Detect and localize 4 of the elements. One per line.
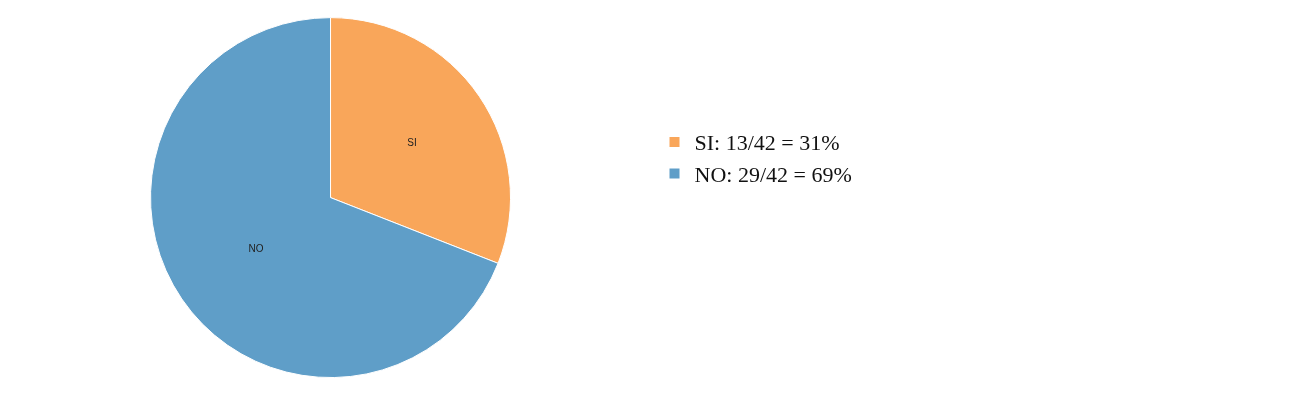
data-label: SI xyxy=(407,136,417,148)
legend-label: NO: 29/42 = 69% xyxy=(694,162,852,188)
legend-label: SI: 13/42 = 31% xyxy=(694,130,840,156)
data-label: NO xyxy=(248,242,264,254)
